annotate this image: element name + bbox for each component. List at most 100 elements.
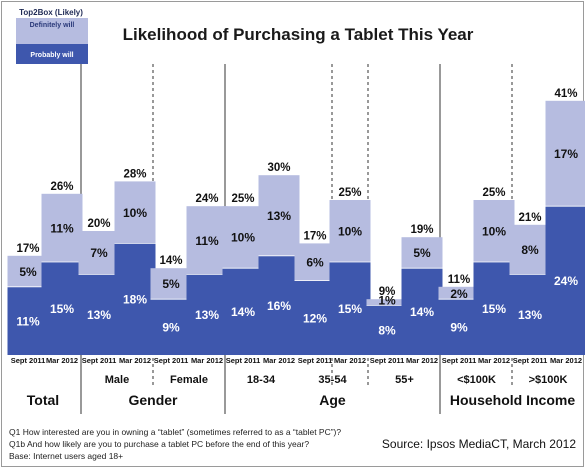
bar-probably-11 (401, 268, 443, 355)
x-tick-label-12: Sept 2011 (442, 356, 477, 365)
x-tick-label-6: Sept 2011 (226, 356, 261, 365)
label-definitely-0: 5% (19, 265, 37, 279)
subgroup-label-1: Male (105, 374, 129, 386)
x-tick-label-13: Mar 2012 (478, 356, 510, 365)
label-probably-13: 15% (482, 302, 506, 316)
bar-definitely-2 (78, 231, 120, 275)
x-tick-label-15: Mar 2012 (550, 356, 582, 365)
label-probably-15: 24% (554, 274, 578, 288)
subgroup-label-2: Female (170, 374, 208, 386)
label-definitely-15: 17% (554, 147, 578, 161)
x-tick-label-5: Mar 2012 (191, 356, 223, 365)
group-label-0: Total (27, 392, 59, 408)
group-label-1: Gender (128, 392, 178, 408)
bar-probably-13 (473, 262, 515, 355)
label-definitely-10: 1% (378, 293, 396, 307)
label-definitely-9: 10% (338, 225, 362, 239)
label-probably-11: 14% (410, 305, 434, 319)
bar-definitely-5 (186, 206, 228, 275)
bar-probably-4 (150, 299, 192, 355)
label-definitely-3: 10% (123, 206, 147, 220)
legend-title: Top2Box (Likely) (19, 8, 83, 17)
label-probably-2: 13% (87, 308, 111, 322)
bar-definitely-8 (294, 243, 336, 281)
axis-labels: Sept 2011 Mar 2012 Sept 2011 Mar 2012 Sept 2… (11, 356, 582, 408)
bar-probably-10 (366, 305, 408, 355)
bar-definitely-13 (473, 200, 515, 262)
bars (7, 100, 585, 355)
bar-definitely-3 (114, 181, 156, 244)
bar-definitely-1 (41, 193, 83, 262)
bar-definitely-15 (545, 100, 585, 207)
subgroup-label-6: <$100K (457, 374, 496, 386)
label-probably-8: 12% (303, 311, 327, 325)
label-probably-1: 15% (50, 302, 74, 316)
bar-probably-3 (114, 243, 156, 355)
legend-swatch-definitely (16, 18, 88, 44)
bar-probably-5 (186, 274, 228, 355)
bar-definitely-4 (150, 268, 192, 300)
label-total-15: 41% (554, 88, 577, 100)
bar-probably-8 (294, 280, 336, 355)
x-tick-label-1: Mar 2012 (46, 356, 78, 365)
bar-probably-6 (222, 268, 264, 355)
subgroup-label-3: 18-34 (247, 374, 276, 386)
subgroup-label-5: 55+ (395, 374, 414, 386)
x-tick-label-8: Sept 2011 (298, 356, 333, 365)
label-total-4: 14% (159, 255, 182, 267)
bar-definitely-6 (222, 206, 264, 269)
bar-probably-14 (509, 274, 551, 355)
label-definitely-5: 11% (195, 234, 219, 248)
label-definitely-7: 13% (267, 209, 291, 223)
label-total-6: 25% (231, 193, 254, 205)
bar-probably-7 (258, 255, 300, 355)
label-probably-10: 8% (378, 324, 396, 338)
x-tick-label-9: Mar 2012 (334, 356, 366, 365)
label-total-2: 20% (87, 218, 110, 230)
label-definitely-1: 11% (50, 221, 74, 235)
group-label-2: Age (319, 392, 346, 408)
legend-swatch-probably (16, 44, 88, 64)
label-probably-9: 15% (338, 302, 362, 316)
x-tick-label-4: Sept 2011 (154, 356, 189, 365)
footnote-base: Base: Internet users aged 18+ (9, 451, 123, 461)
label-definitely-2: 7% (90, 246, 108, 260)
x-tick-label-3: Mar 2012 (119, 356, 151, 365)
label-total-0: 17% (16, 243, 39, 255)
bar-definitely-12 (438, 286, 480, 300)
label-total-14: 21% (518, 212, 541, 224)
label-total-12: 11% (448, 274, 470, 286)
bar-definitely-14 (509, 224, 551, 275)
label-definitely-13: 10% (482, 225, 506, 239)
bar-labels: 11% 5% 17% 15% 11% 26% 13% 7% 20% 18% 10% 28% 9% 5% 14… (16, 88, 578, 338)
bar-definitely-10 (366, 299, 408, 306)
x-tick-label-10: Sept 2011 (370, 356, 405, 365)
label-total-10: 9% (379, 286, 396, 298)
legend: Top2Box (Likely) Definitely will Probabl… (16, 8, 88, 64)
bar-probably-2 (78, 274, 120, 355)
label-total-8: 17% (303, 230, 326, 242)
footnotes: Q1 How interested are you in owning a “t… (9, 427, 341, 461)
label-definitely-11: 5% (413, 246, 431, 260)
label-probably-14: 13% (518, 308, 542, 322)
bar-probably-9 (329, 262, 371, 355)
label-probably-5: 13% (195, 308, 219, 322)
label-total-3: 28% (123, 168, 146, 180)
bar-definitely-9 (329, 200, 371, 262)
subgroup-label-4: 35-54 (318, 374, 347, 386)
label-probably-4: 9% (162, 321, 180, 335)
label-total-1: 26% (50, 181, 73, 193)
label-definitely-12: 2% (450, 287, 468, 301)
bar-probably-1 (41, 262, 83, 355)
label-definitely-6: 10% (231, 231, 255, 245)
bar-definitely-7 (258, 175, 300, 256)
subgroup-label-7: >$100K (529, 374, 568, 386)
bar-definitely-11 (401, 237, 443, 269)
x-tick-label-7: Mar 2012 (263, 356, 295, 365)
bar-probably-15 (545, 206, 585, 355)
label-probably-0: 11% (16, 314, 40, 328)
legend-label-definitely: Definitely will (30, 22, 75, 29)
x-tick-label-14: Sept 2011 (513, 356, 548, 365)
x-tick-label-11: Mar 2012 (406, 356, 438, 365)
